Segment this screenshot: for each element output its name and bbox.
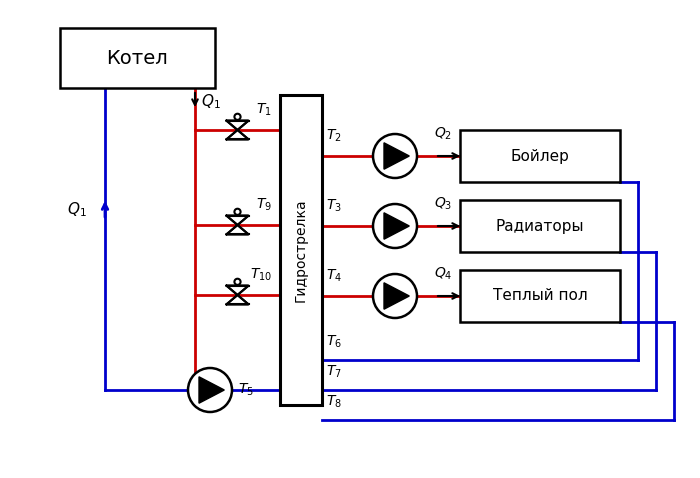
Polygon shape — [227, 120, 248, 130]
Circle shape — [234, 209, 241, 215]
Text: Бойлер: Бойлер — [510, 149, 569, 163]
Text: $T_6$: $T_6$ — [326, 334, 342, 350]
Polygon shape — [384, 143, 409, 169]
Text: $T_5$: $T_5$ — [238, 382, 254, 398]
Text: $T_9$: $T_9$ — [256, 196, 272, 213]
Polygon shape — [227, 216, 248, 225]
Polygon shape — [227, 225, 248, 234]
Text: $T_4$: $T_4$ — [326, 268, 342, 284]
Text: $Q_3$: $Q_3$ — [434, 196, 452, 212]
Text: $T_1$: $T_1$ — [256, 102, 272, 118]
Text: $Q_1$: $Q_1$ — [201, 93, 220, 111]
Bar — [280, 95, 322, 405]
Circle shape — [373, 134, 417, 178]
Bar — [60, 28, 215, 88]
Circle shape — [373, 274, 417, 318]
Bar — [460, 130, 620, 182]
Text: $Q_2$: $Q_2$ — [434, 126, 452, 142]
Text: Радиаторы: Радиаторы — [496, 218, 584, 233]
Circle shape — [373, 204, 417, 248]
Bar — [460, 200, 620, 252]
Text: $Q_1$: $Q_1$ — [67, 201, 87, 219]
Polygon shape — [227, 130, 248, 140]
Text: $T_{10}$: $T_{10}$ — [250, 267, 272, 283]
Bar — [460, 270, 620, 322]
Polygon shape — [227, 286, 248, 295]
Polygon shape — [199, 377, 224, 403]
Text: $Q_4$: $Q_4$ — [434, 266, 452, 282]
Circle shape — [234, 279, 241, 285]
Text: Гидрострелка: Гидрострелка — [294, 198, 308, 302]
Text: Теплый пол: Теплый пол — [493, 289, 587, 304]
Text: $T_2$: $T_2$ — [326, 128, 342, 144]
Polygon shape — [384, 283, 409, 309]
Text: $T_7$: $T_7$ — [326, 364, 342, 380]
Text: Котел: Котел — [106, 48, 169, 67]
Circle shape — [234, 114, 241, 120]
Polygon shape — [384, 213, 409, 239]
Text: $T_8$: $T_8$ — [326, 393, 342, 410]
Polygon shape — [227, 295, 248, 304]
Text: $T_3$: $T_3$ — [326, 197, 342, 214]
Circle shape — [188, 368, 232, 412]
